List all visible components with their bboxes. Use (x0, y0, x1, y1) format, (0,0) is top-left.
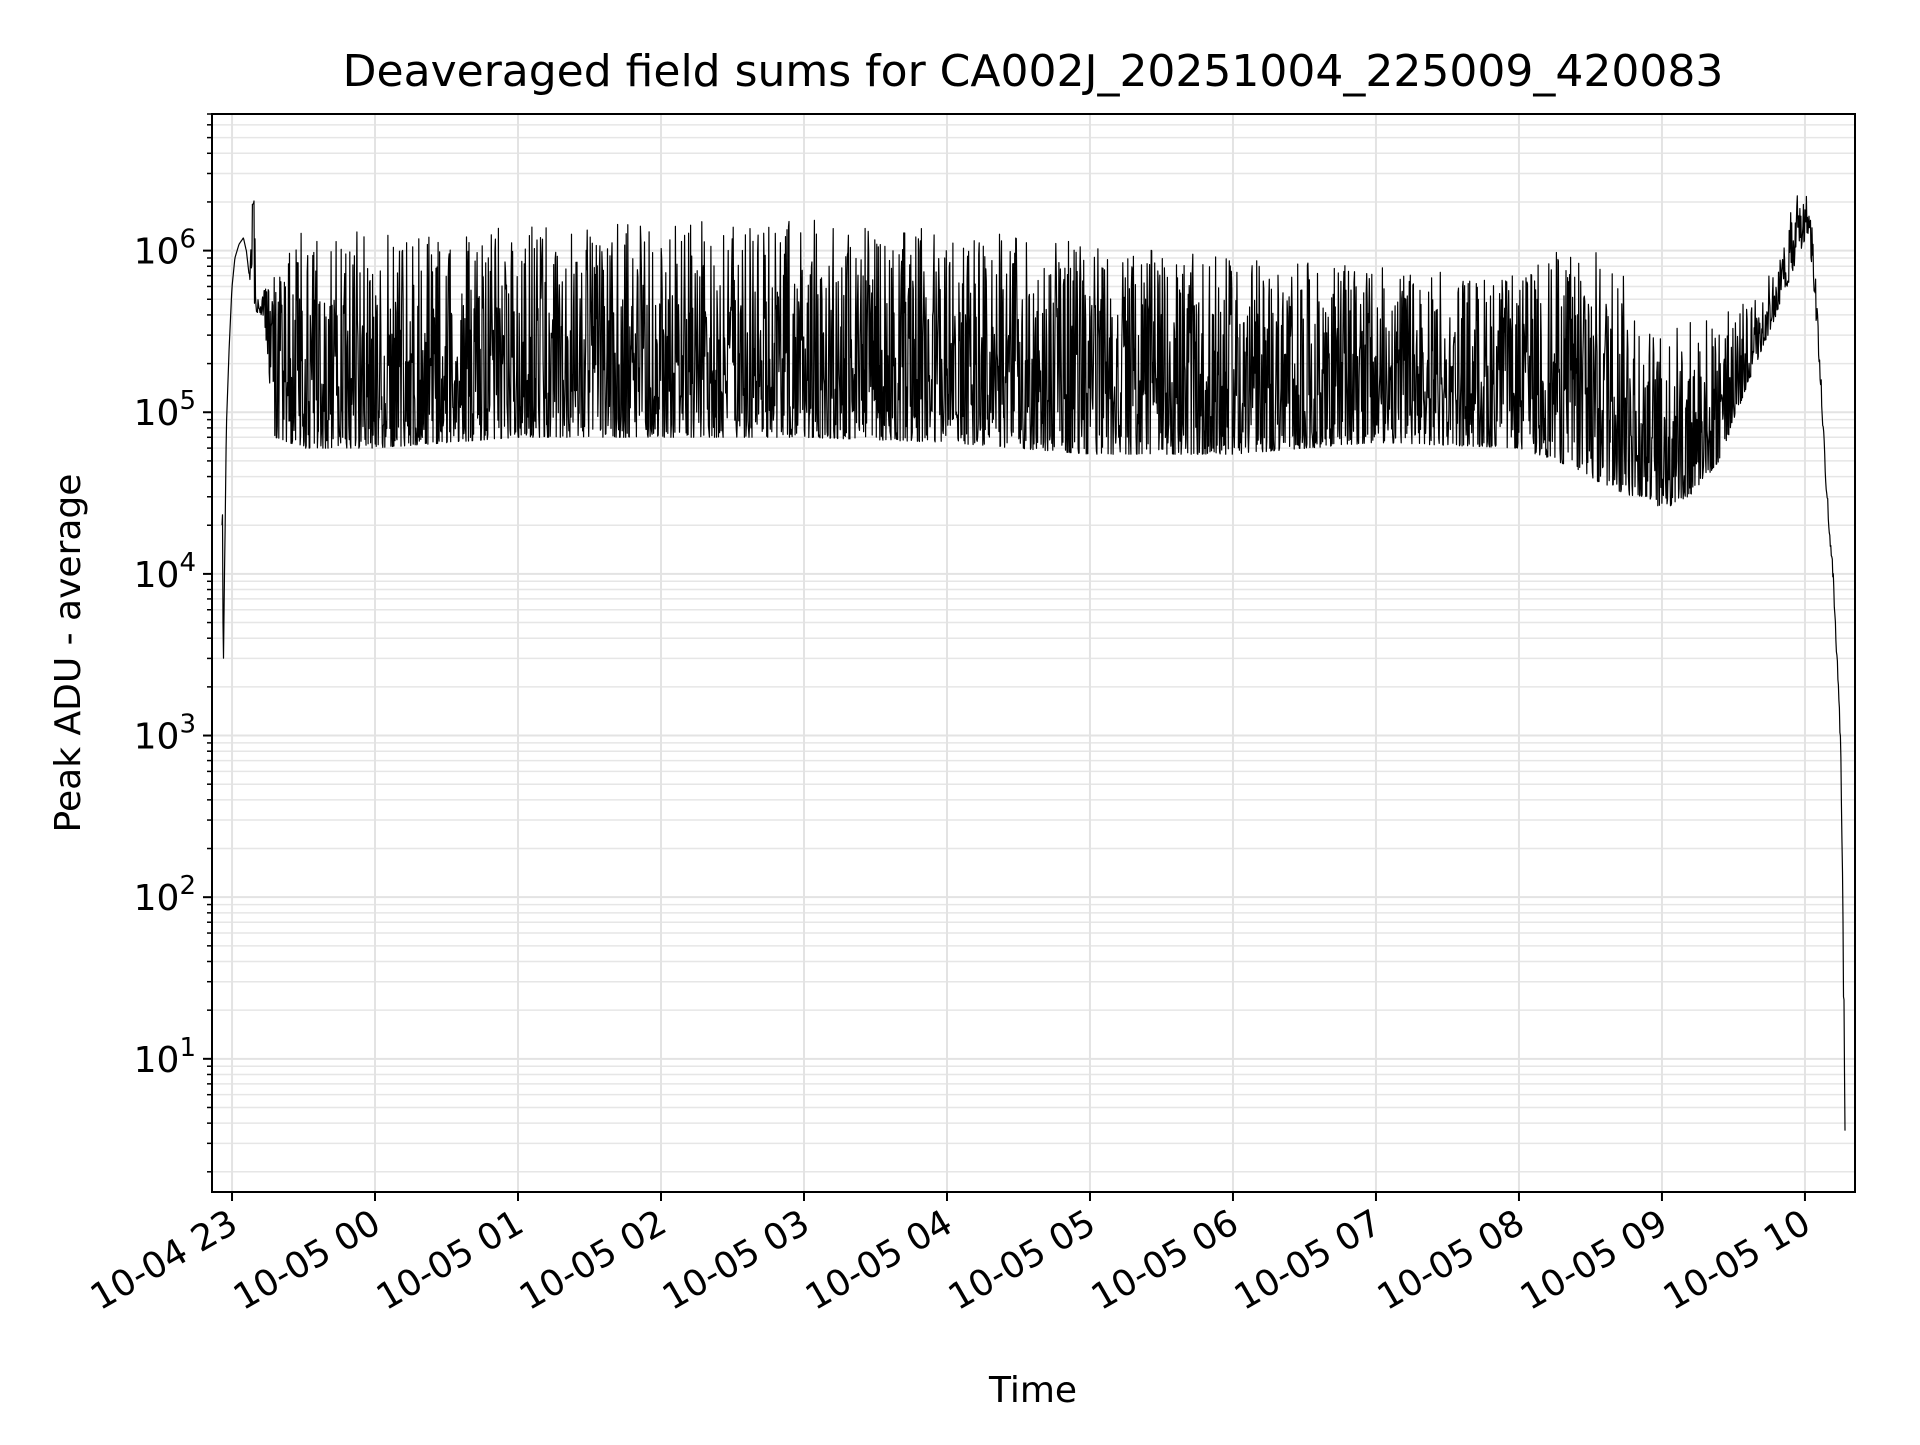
x-tick-label: 10-04 23 (84, 1202, 245, 1318)
x-tick-label: 10-05 10 (1657, 1202, 1818, 1318)
series-layer (221, 195, 1846, 1131)
y-tick-label: 103 (134, 710, 196, 758)
x-tick-label: 10-05 06 (1085, 1202, 1246, 1318)
x-tick-label: 10-05 00 (227, 1202, 388, 1318)
x-tick-label: 10-05 03 (656, 1202, 817, 1318)
y-axis-ticks: 101 102 103 104 105 106 (134, 113, 212, 1173)
chart-title: Deaveraged field sums for CA002J_2025100… (343, 46, 1724, 97)
x-tick-label: 10-05 05 (942, 1202, 1103, 1318)
x-axis-label: Time (988, 1370, 1077, 1411)
y-tick-label: 101 (134, 1033, 196, 1081)
x-tick-label: 10-05 08 (1371, 1202, 1532, 1318)
x-tick-label: 10-05 01 (370, 1202, 531, 1318)
x-tick-label: 10-05 09 (1514, 1202, 1675, 1318)
y-tick-label: 106 (134, 225, 196, 273)
minor-gridlines (212, 113, 1855, 1173)
x-tick-label: 10-05 02 (513, 1202, 674, 1318)
plot-frame (211, 113, 1856, 1193)
y-tick-label: 104 (134, 548, 196, 596)
x-tick-label: 10-05 07 (1228, 1202, 1389, 1318)
y-tick-label: 105 (134, 386, 196, 434)
y-tick-label: 102 (134, 871, 196, 919)
x-tick-label: 10-05 04 (799, 1202, 960, 1318)
series-line (221, 195, 1846, 1131)
y-axis-label: Peak ADU - average (48, 474, 89, 833)
